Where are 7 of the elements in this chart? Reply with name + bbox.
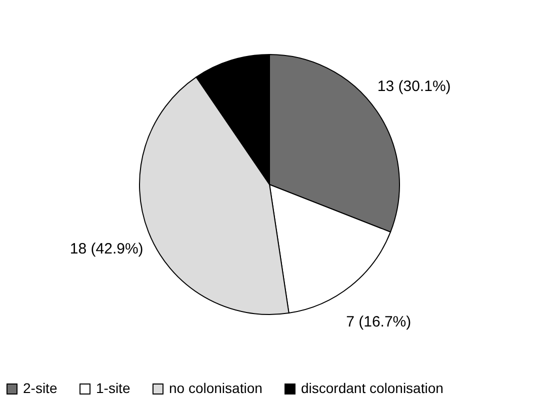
legend-label: 1-site <box>96 380 130 396</box>
data-label: 13 (30.1%) <box>377 78 451 95</box>
legend-label: no colonisation <box>169 380 262 396</box>
legend-label: 2-site <box>23 380 58 396</box>
data-label: 18 (42.9%) <box>70 240 144 258</box>
legend-label: discordant colonisation <box>301 380 444 396</box>
data-label: 7 (16.7%) <box>346 313 412 330</box>
